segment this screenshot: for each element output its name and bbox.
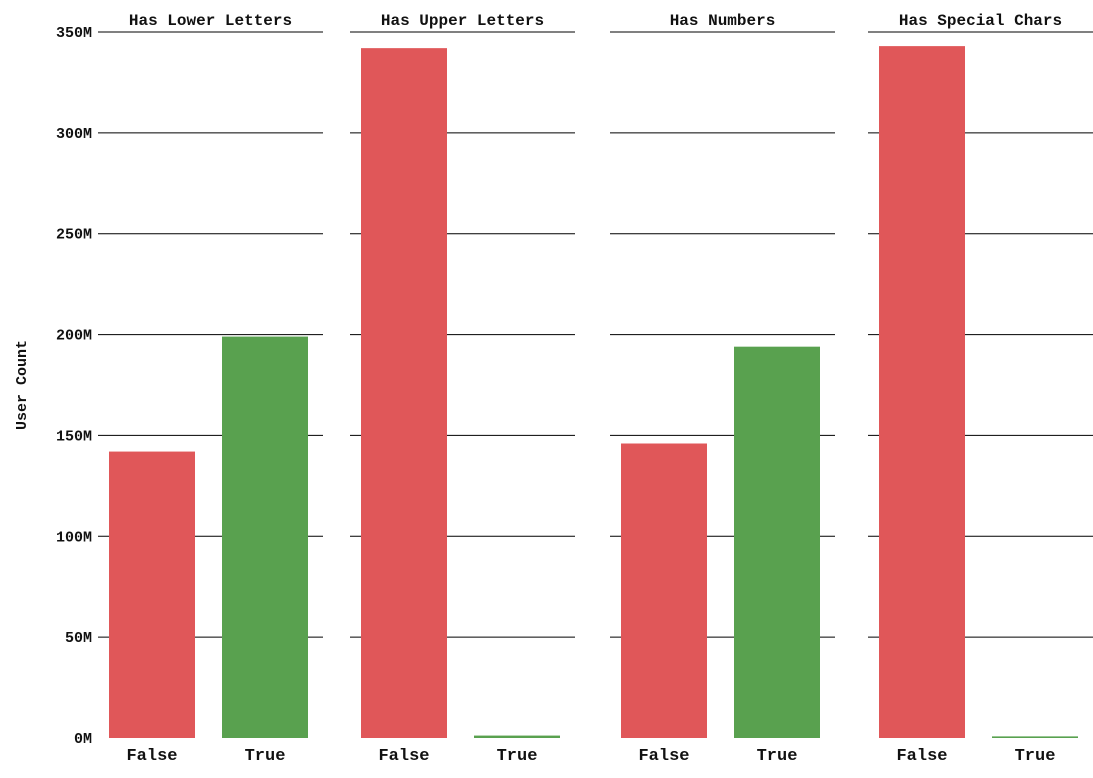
bar-false <box>879 46 965 739</box>
panel: Has Special Chars False True <box>868 12 1093 766</box>
x-category-label: False <box>638 747 689 766</box>
x-category-label: True <box>757 747 798 766</box>
panel: Has Upper Letters False True <box>350 12 575 766</box>
panel-title: Has Lower Letters <box>129 12 292 30</box>
y-axis: User Count 0M 50M 100M 150M 200M 250M 300M 350M <box>14 25 92 748</box>
bar-false <box>361 48 447 738</box>
bar-false <box>109 451 195 738</box>
panel: Has Numbers False True <box>610 12 835 766</box>
panel-title: Has Numbers <box>670 12 776 30</box>
y-tick-label: 200M <box>56 328 92 345</box>
panel-title: Has Special Chars <box>899 12 1062 30</box>
bar-true <box>734 346 820 738</box>
x-category-label: True <box>1015 747 1056 766</box>
x-category-label: False <box>378 747 429 766</box>
y-tick-label: 300M <box>56 126 92 143</box>
panel: Has Lower Letters False True <box>98 12 323 766</box>
y-tick-label: 0M <box>74 731 92 748</box>
y-tick-label: 100M <box>56 529 92 546</box>
x-category-label: True <box>245 747 286 766</box>
bar-true <box>222 336 308 738</box>
y-tick-label: 250M <box>56 227 92 244</box>
y-axis-title: User Count <box>14 340 31 430</box>
x-category-label: False <box>126 747 177 766</box>
x-category-label: True <box>497 747 538 766</box>
x-category-label: False <box>896 747 947 766</box>
bar-true <box>992 736 1078 738</box>
bar-true <box>474 735 560 738</box>
y-tick-label: 150M <box>56 428 92 445</box>
y-tick-label: 350M <box>56 25 92 42</box>
y-tick-label: 50M <box>65 630 92 647</box>
bar-false <box>621 443 707 738</box>
panel-title: Has Upper Letters <box>381 12 544 30</box>
